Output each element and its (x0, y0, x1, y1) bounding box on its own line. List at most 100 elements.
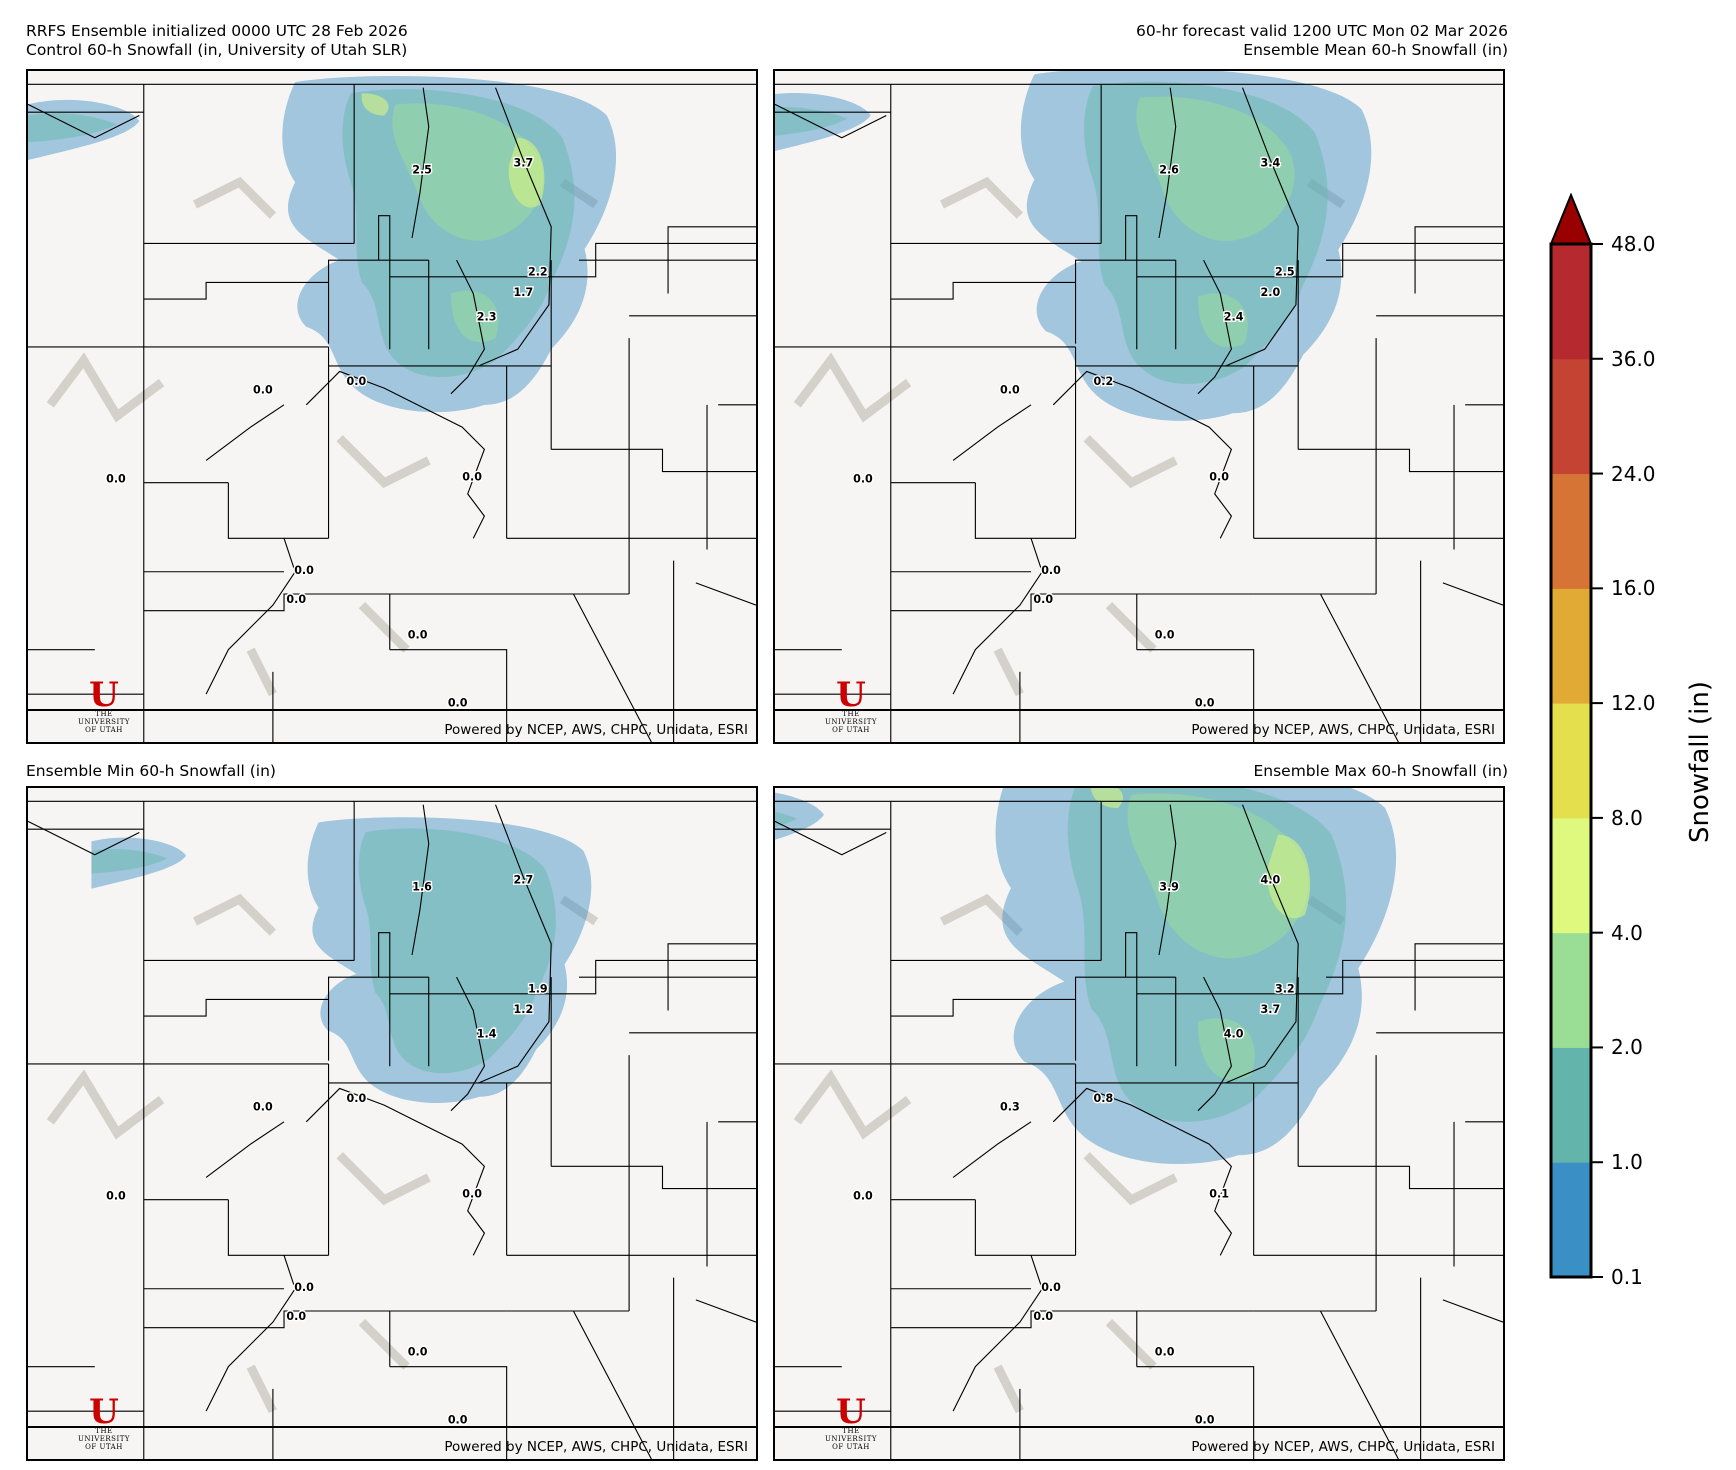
colorbar-segment (1551, 473, 1591, 589)
footer-strip (28, 1426, 756, 1459)
station-value-label: 0.0 (462, 471, 482, 484)
colorbar-segment (1551, 358, 1591, 475)
station-value-label: 0.0 (253, 1101, 273, 1114)
colorbar-tick-label: 2.0 (1611, 1035, 1643, 1060)
station-value-label: 0.0 (1155, 1346, 1175, 1359)
station-value-label: 0.0 (294, 1281, 314, 1294)
init-title: RRFS Ensemble initialized 0000 UTC 28 Fe… (26, 22, 408, 40)
terrain-relief (793, 176, 1346, 697)
station-value-label: 1.4 (477, 1027, 497, 1040)
footer-strip (775, 1426, 1503, 1459)
station-value-label: 0.0 (408, 629, 428, 642)
station-value-label: 0.0 (1195, 1413, 1215, 1426)
colorbar-tick-label: 0.1 (1611, 1265, 1643, 1289)
station-value-label: 1.7 (514, 286, 534, 299)
station-value-label: 0.0 (1195, 696, 1215, 709)
colorbar-segment (1551, 1047, 1591, 1163)
station-value-label: 3.9 (1159, 880, 1179, 893)
min-title: Ensemble Min 60-h Snowfall (in) (26, 762, 276, 780)
mean-title: Ensemble Mean 60-h Snowfall (in) (1243, 41, 1508, 59)
attribution-text: Powered by NCEP, AWS, CHPC, Unidata, ESR… (444, 722, 748, 738)
snowfall-map: 2.6 3.4 2.5 2.0 2.4 0.0 0.2 0.0 0.0 0.0 0.0 0.0 0.0 (775, 71, 1503, 742)
station-value-label: 2.0 (1261, 286, 1281, 299)
boundary-lines (775, 83, 1503, 742)
station-value-label: 0.8 (1094, 1092, 1114, 1105)
panel-max: 3.9 4.0 3.2 3.7 4.0 0.3 0.8 0.0 0.1 0.0 0.0 0.0 0.0 … (773, 786, 1505, 1461)
station-value-label: 0.0 (253, 384, 273, 397)
max-title: Ensemble Max 60-h Snowfall (in) (1253, 762, 1508, 780)
snowfall-contour-1 (91, 828, 556, 1074)
university-of-utah-logo: U THE UNIVERSITY OF UTAH (824, 675, 878, 734)
station-value-label: 0.1 (1209, 1188, 1229, 1201)
university-of-utah-logo: U THE UNIVERSITY OF UTAH (77, 675, 131, 734)
station-value-label: 1.9 (528, 983, 548, 996)
station-value-label: 0.0 (853, 1190, 873, 1203)
hydrology-lines (28, 87, 552, 695)
station-value-label: 0.0 (1041, 564, 1061, 577)
station-value-label: 0.0 (1033, 593, 1053, 606)
station-value-label: 0.0 (286, 1310, 306, 1323)
station-value-label: 0.0 (347, 1092, 367, 1105)
station-value-label: 3.4 (1261, 157, 1281, 170)
snowfall-map: 2.5 3.7 2.2 1.7 2.3 0.0 0.0 0.0 0.0 0.0 0.0 0.0 0.0 (28, 75, 756, 742)
station-value-label: 0.0 (448, 1413, 468, 1426)
station-value-label: 0.0 (294, 564, 314, 577)
station-value-label: 2.5 (1275, 266, 1295, 279)
colorbar-segment (1551, 817, 1591, 934)
snowfall-contour-2 (1136, 96, 1295, 348)
colorbar-tick-label: 12.0 (1611, 691, 1656, 716)
hydrology-lines (775, 87, 1299, 695)
station-value-label: 0.0 (408, 1346, 428, 1359)
attribution-text: Powered by NCEP, AWS, CHPC, Unidata, ESR… (1191, 1439, 1495, 1455)
colorbar-tick-label: 8.0 (1611, 805, 1643, 830)
attribution-text: Powered by NCEP, AWS, CHPC, Unidata, ESR… (1191, 722, 1495, 738)
station-value-label: 4.0 (1224, 1027, 1244, 1040)
colorbar-tick-label: 4.0 (1611, 920, 1643, 945)
hydrology-lines (775, 804, 1299, 1412)
terrain-relief (793, 893, 1346, 1414)
colorbar-tick-label: 24.0 (1611, 461, 1656, 486)
station-value-label: 0.0 (286, 593, 306, 606)
station-value-label: 3.2 (1275, 983, 1295, 996)
colorbar-tick-label: 48.0 (1611, 232, 1656, 256)
station-value-label: 0.0 (462, 1188, 482, 1201)
station-value-label: 0.0 (1209, 471, 1229, 484)
boundary-lines (775, 800, 1503, 1459)
terrain-relief (46, 176, 599, 697)
colorbar (1549, 193, 1603, 1279)
station-value-label: 2.7 (514, 874, 534, 887)
colorbar-frame (1549, 242, 1593, 1279)
attribution-text: Powered by NCEP, AWS, CHPC, Unidata, ESR… (444, 1439, 748, 1455)
colorbar-segment (1551, 932, 1591, 1048)
station-value-label: 2.4 (1224, 310, 1244, 323)
footer-strip (775, 709, 1503, 742)
snowfall-map: 3.9 4.0 3.2 3.7 4.0 0.3 0.8 0.0 0.1 0.0 0.0 0.0 0.0 (775, 788, 1503, 1459)
station-value-label: 3.7 (514, 157, 534, 170)
station-value-label: 0.2 (1094, 375, 1114, 388)
panel-control: 2.5 3.7 2.2 1.7 2.3 0.0 0.0 0.0 0.0 0.0 0.0 0.0 0.0 … (26, 69, 758, 744)
colorbar-segment (1551, 703, 1591, 819)
station-value-label: 0.0 (106, 473, 126, 486)
snowfall-contour-3 (361, 93, 545, 208)
hydrology-lines (28, 804, 552, 1412)
station-value-label: 2.5 (412, 163, 432, 176)
station-value-label: 0.0 (106, 1190, 126, 1203)
station-value-label: 0.0 (347, 375, 367, 388)
station-value-label: 0.0 (1000, 384, 1020, 397)
university-of-utah-logo: U THE UNIVERSITY OF UTAH (824, 1392, 878, 1451)
station-value-label: 2.2 (528, 266, 548, 279)
snowfall-map: 1.6 2.7 1.9 1.2 1.4 0.0 0.0 0.0 0.0 0.0 0.0 0.0 0.0 (28, 800, 756, 1459)
panel-mean: 2.6 3.4 2.5 2.0 2.4 0.0 0.2 0.0 0.0 0.0 0.0 0.0 0.0 … (773, 69, 1505, 744)
station-value-label: 4.0 (1261, 874, 1281, 887)
panel-min: 1.6 2.7 1.9 1.2 1.4 0.0 0.0 0.0 0.0 0.0 0.0 0.0 0.0 … (26, 786, 758, 1461)
colorbar-label: Snowfall (in) (1685, 681, 1715, 843)
colorbar-segment (1551, 244, 1591, 360)
valid-time: 60-hr forecast valid 1200 UTC Mon 02 Mar… (1136, 22, 1508, 40)
station-value-label: 2.3 (477, 310, 497, 323)
station-value-label: 1.6 (412, 880, 432, 893)
station-value-label: 0.0 (1033, 1310, 1053, 1323)
terrain-relief (46, 893, 599, 1414)
station-value-label: 0.0 (1041, 1281, 1061, 1294)
station-value-label: 0.0 (853, 473, 873, 486)
colorbar-segment (1551, 588, 1591, 704)
